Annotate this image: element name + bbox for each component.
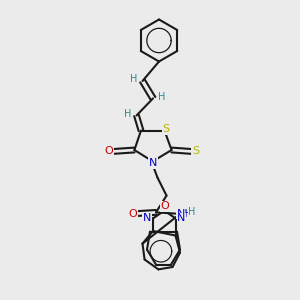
Text: N: N	[148, 158, 157, 168]
Text: O: O	[128, 208, 137, 219]
Text: H: H	[188, 207, 196, 217]
Text: S: S	[162, 124, 169, 134]
Text: NH: NH	[177, 208, 194, 219]
Text: S: S	[192, 146, 199, 157]
Text: H: H	[130, 74, 138, 85]
Text: H: H	[124, 109, 132, 119]
Text: N: N	[143, 213, 151, 224]
Text: O: O	[104, 146, 113, 157]
Text: O: O	[160, 201, 169, 212]
Text: H: H	[158, 92, 165, 102]
Text: N: N	[177, 213, 186, 224]
